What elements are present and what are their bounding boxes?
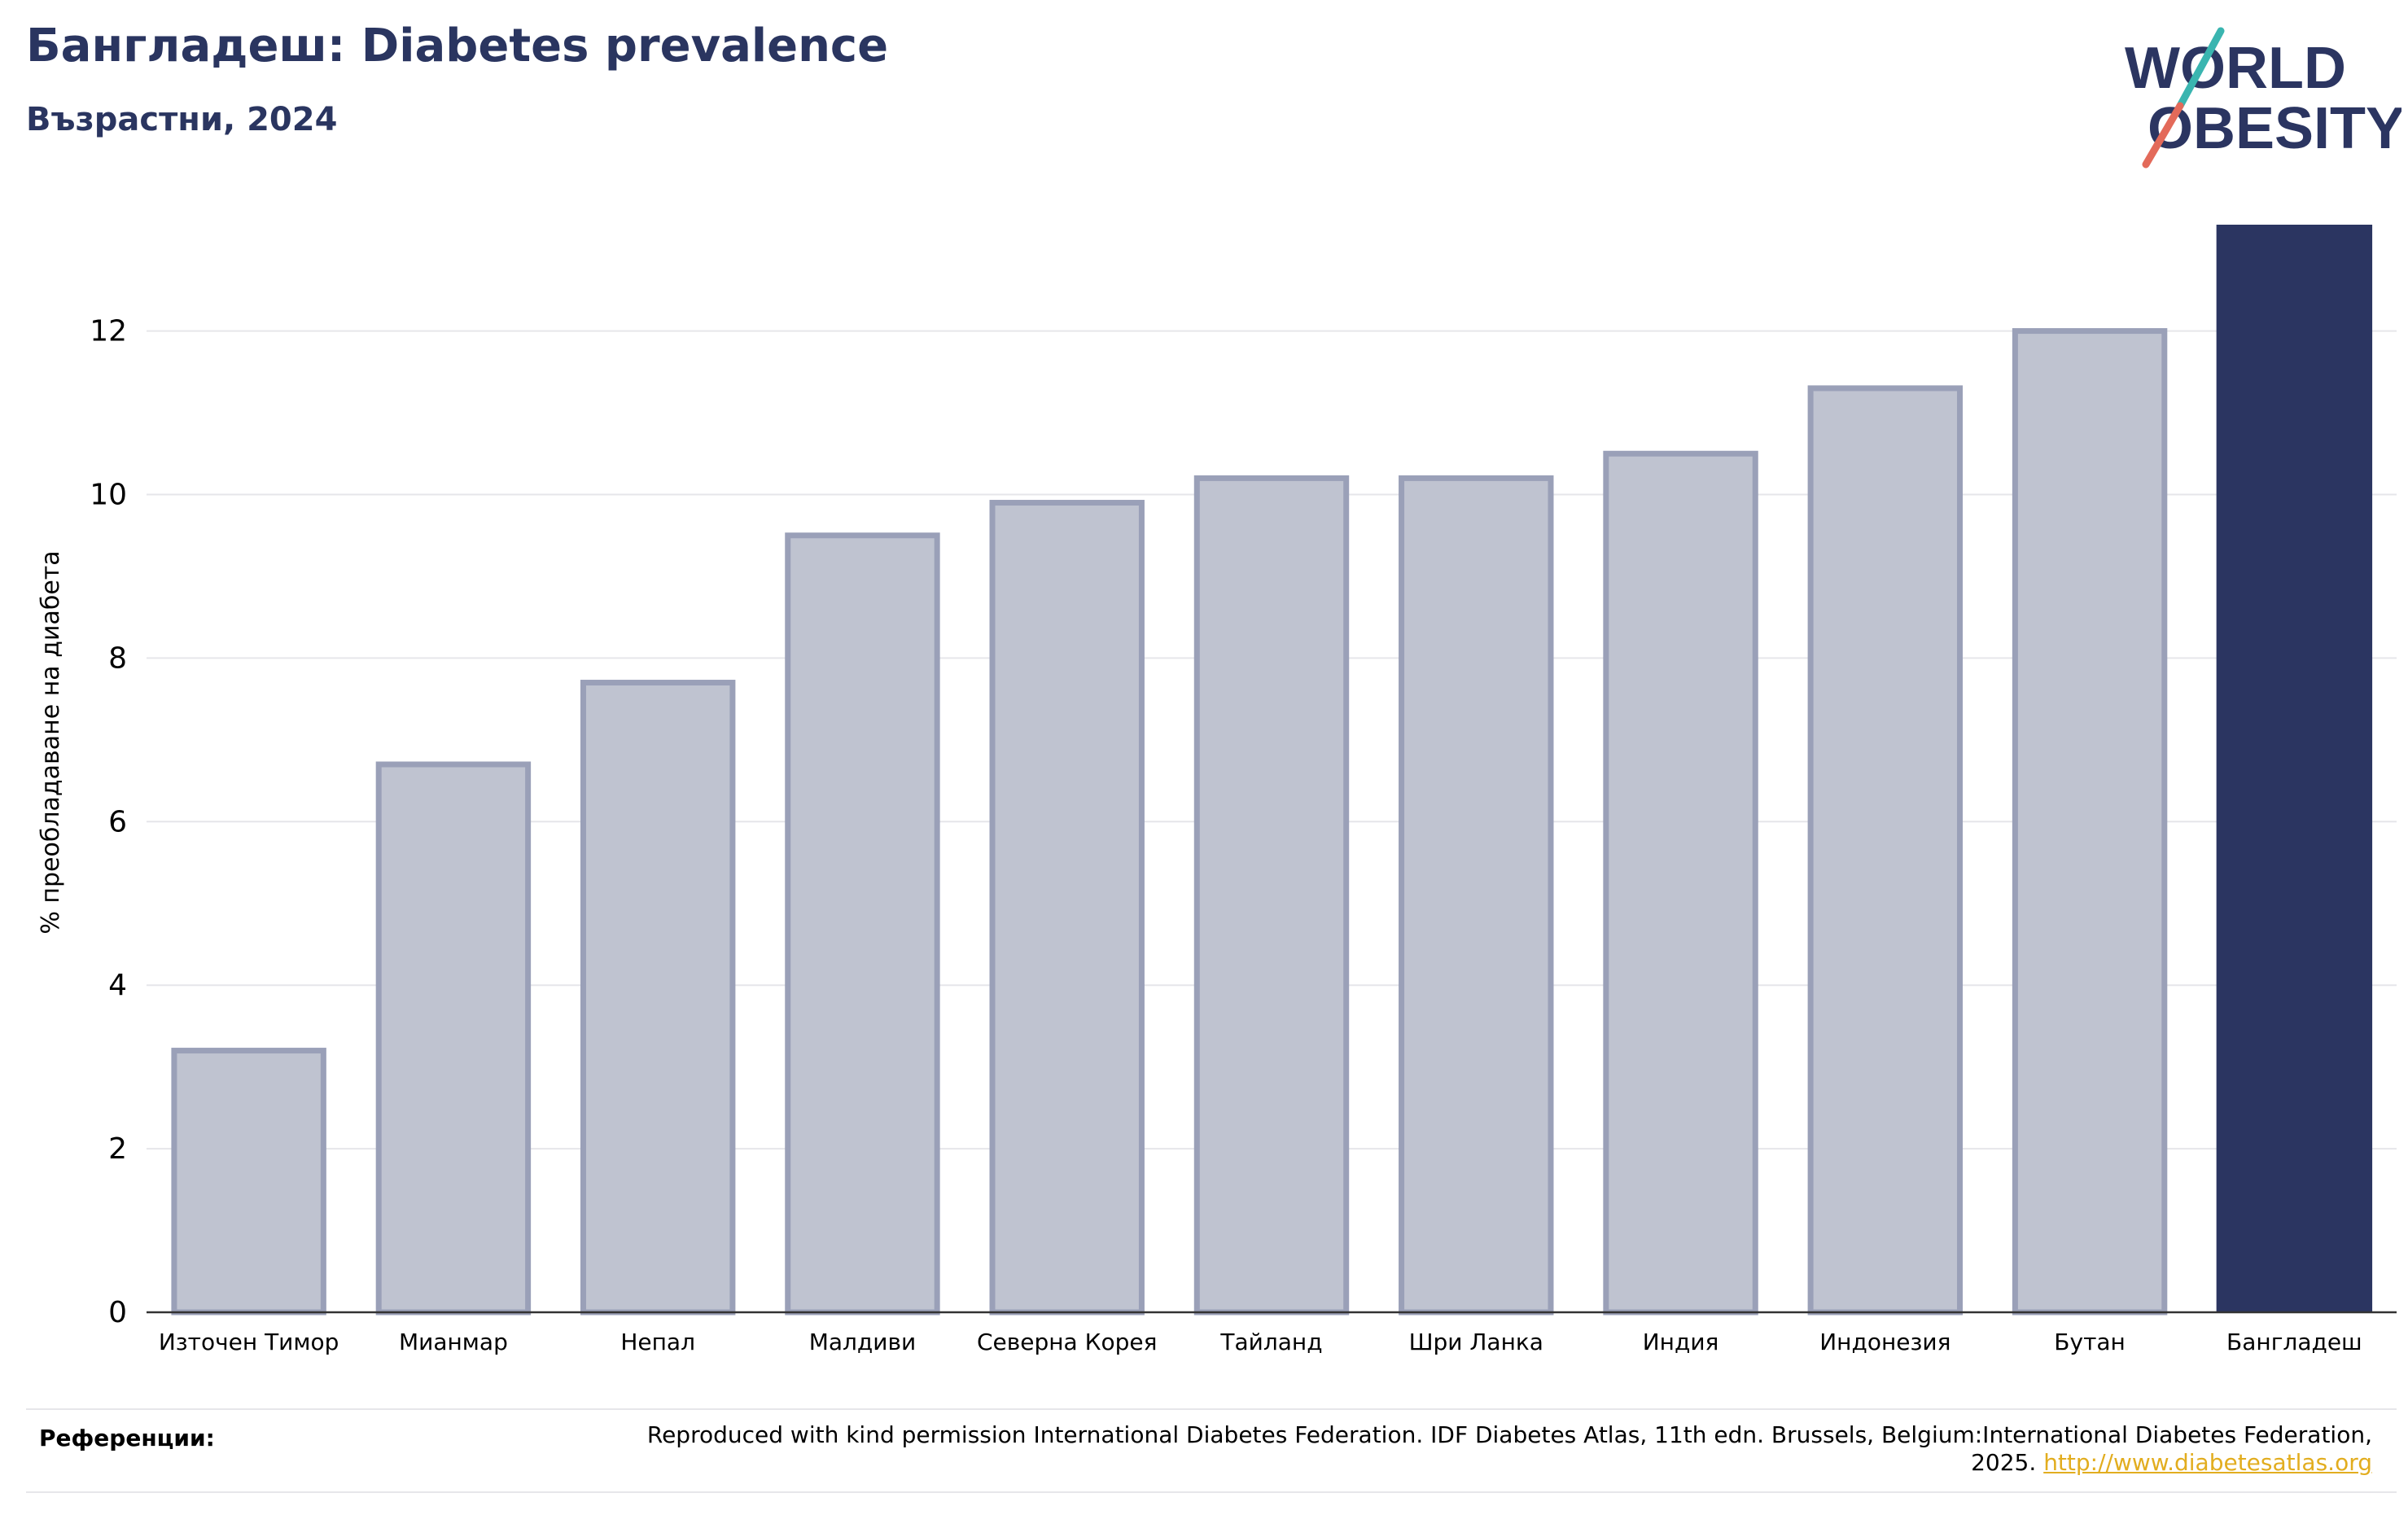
chart-subtitle: Възрастни, 2024 xyxy=(26,101,338,138)
bar-7 xyxy=(1399,475,1554,1316)
bar-11 xyxy=(2216,225,2373,1312)
bar-4 xyxy=(785,532,940,1316)
x-tick-label: Индия xyxy=(1643,1329,1719,1355)
y-tick-label: 12 xyxy=(90,315,127,348)
references-bottom-divider xyxy=(26,1491,2397,1493)
world-obesity-logo: WORLD OBESITY xyxy=(2125,27,2401,169)
x-tick-label: Шри Ланка xyxy=(1409,1329,1543,1355)
y-tick-labels: 0 2 4 6 8 10 12 xyxy=(90,315,127,1329)
bar-1 xyxy=(171,1048,326,1316)
x-tick-labels: Източен Тимор Мианмар Непал Малдиви Северна … xyxy=(159,1329,2362,1355)
x-tick-label: Мианмар xyxy=(399,1329,508,1355)
x-tick-label: Източен Тимор xyxy=(159,1329,339,1355)
bar-5 xyxy=(989,500,1145,1316)
y-tick-label: 8 xyxy=(108,641,127,675)
references-citation: Reproduced with kind permission Internat… xyxy=(646,1421,2372,1476)
bars xyxy=(171,225,2373,1316)
bar-chart: 0 2 4 6 8 10 12 Източен Тимор Мианмар Непал Малди… xyxy=(37,225,2397,1355)
bar-10 xyxy=(2012,328,2168,1316)
x-tick-label: Северна Корея xyxy=(977,1329,1158,1355)
x-tick-label: Бутан xyxy=(2054,1329,2126,1355)
x-tick-label: Индонезия xyxy=(1819,1329,1950,1355)
x-tick-label: Малдиви xyxy=(809,1329,916,1355)
y-tick-label: 2 xyxy=(108,1132,127,1166)
x-tick-label: Непал xyxy=(620,1329,695,1355)
chart-title: Бангладеш: Diabetes prevalence xyxy=(26,20,889,72)
y-tick-label: 0 xyxy=(108,1296,127,1329)
references-label: Референции: xyxy=(39,1425,215,1451)
bar-9 xyxy=(1807,385,1964,1316)
y-tick-label: 6 xyxy=(108,805,127,838)
references-top-divider xyxy=(26,1408,2397,1410)
references-text: Reproduced with kind permission Internat… xyxy=(622,1421,2372,1477)
y-axis-label: % преобладаване на диабета xyxy=(37,550,65,934)
bar-6 xyxy=(1193,475,1350,1316)
y-tick-label: 10 xyxy=(90,478,127,511)
x-tick-label: Тайланд xyxy=(1219,1329,1322,1355)
y-tick-label: 4 xyxy=(108,969,127,1002)
svg-text:WORLD: WORLD xyxy=(2125,36,2346,101)
references-link[interactable]: http://www.diabetesatlas.org xyxy=(2043,1449,2372,1476)
bar-3 xyxy=(580,680,736,1316)
x-tick-label: Бангладеш xyxy=(2226,1329,2362,1355)
bar-2 xyxy=(375,761,532,1316)
svg-text:OBESITY: OBESITY xyxy=(2147,96,2401,161)
bar-8 xyxy=(1603,450,1758,1316)
